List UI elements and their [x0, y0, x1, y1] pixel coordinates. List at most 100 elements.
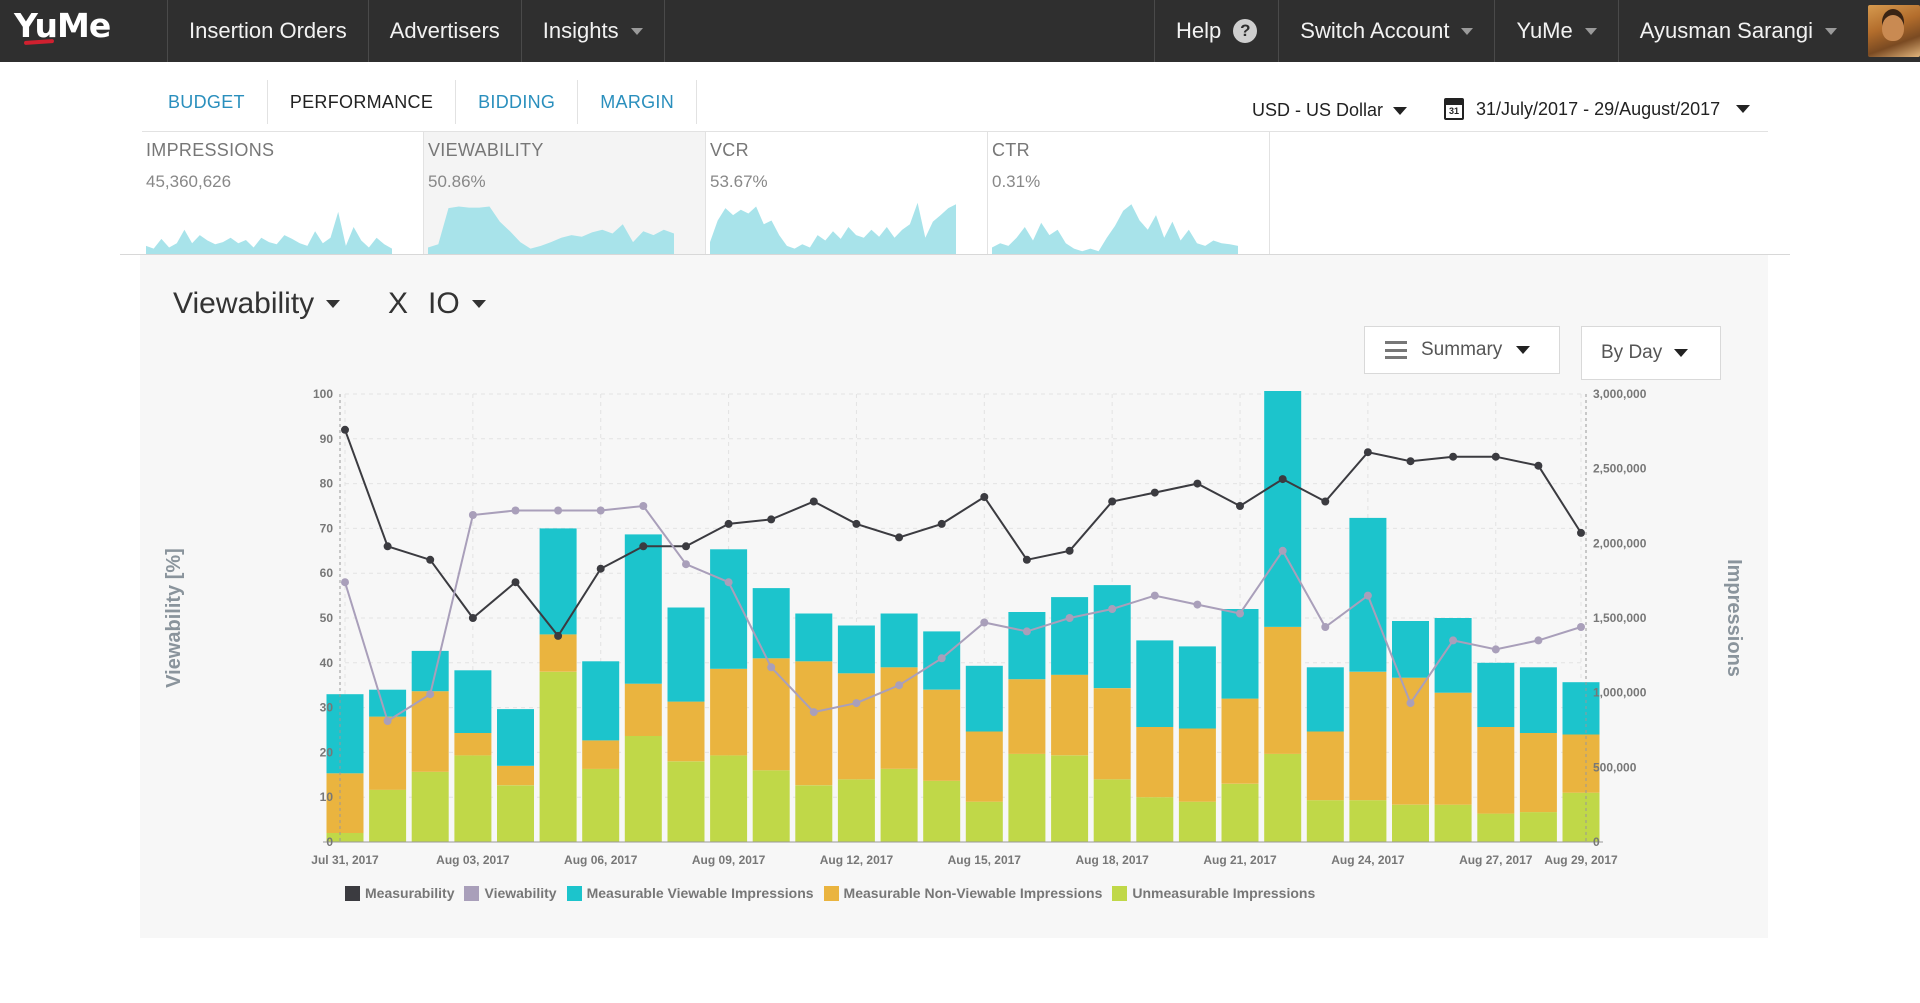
- data-point[interactable]: [1193, 479, 1202, 488]
- data-point[interactable]: [639, 542, 648, 551]
- bar-segment[interactable]: [1477, 662, 1515, 727]
- bar-segment[interactable]: [1434, 618, 1472, 693]
- data-point[interactable]: [1150, 591, 1159, 600]
- data-point[interactable]: [1449, 636, 1458, 645]
- data-point[interactable]: [1321, 497, 1330, 506]
- data-point[interactable]: [767, 663, 776, 672]
- bar-segment[interactable]: [326, 694, 364, 774]
- bar-segment[interactable]: [1477, 813, 1515, 842]
- bar-segment[interactable]: [1306, 667, 1344, 732]
- bar-segment[interactable]: [923, 689, 961, 781]
- data-point[interactable]: [1236, 609, 1244, 618]
- bar-segment[interactable]: [539, 634, 577, 672]
- dimension-select[interactable]: IO: [428, 287, 486, 321]
- data-point[interactable]: [767, 515, 776, 524]
- bar-segment[interactable]: [411, 691, 449, 772]
- legend-item[interactable]: Measurable Non-Viewable Impressions: [823, 885, 1102, 901]
- data-point[interactable]: [1065, 614, 1074, 622]
- data-point[interactable]: [383, 717, 392, 725]
- bar-segment[interactable]: [752, 770, 790, 842]
- bar-segment[interactable]: [454, 733, 492, 756]
- bar-segment[interactable]: [1392, 804, 1429, 842]
- date-range-picker[interactable]: 31 31/July/2017 - 29/August/2017: [1444, 98, 1751, 120]
- data-point[interactable]: [724, 519, 733, 528]
- bar-segment[interactable]: [667, 607, 705, 702]
- data-point[interactable]: [1491, 645, 1500, 654]
- currency-select[interactable]: USD - US Dollar: [1252, 100, 1408, 121]
- bar-segment[interactable]: [539, 671, 577, 842]
- bar-segment[interactable]: [1051, 674, 1089, 756]
- bar-segment[interactable]: [752, 658, 790, 771]
- data-point[interactable]: [426, 690, 435, 699]
- bar-segment[interactable]: [880, 768, 918, 842]
- data-point[interactable]: [980, 493, 989, 501]
- bar-segment[interactable]: [965, 801, 1003, 842]
- bar-segment[interactable]: [1264, 627, 1302, 754]
- account-dropdown[interactable]: YuMe: [1495, 0, 1619, 62]
- data-point[interactable]: [596, 564, 605, 573]
- granularity-dropdown[interactable]: By Day: [1581, 326, 1721, 380]
- bar-segment[interactable]: [1093, 688, 1131, 780]
- bar-segment[interactable]: [369, 789, 407, 842]
- bar-segment[interactable]: [837, 779, 875, 842]
- data-point[interactable]: [426, 555, 435, 564]
- bar-segment[interactable]: [1392, 621, 1429, 678]
- bar-segment[interactable]: [1221, 698, 1259, 784]
- bar-segment[interactable]: [1562, 734, 1600, 793]
- bar-segment[interactable]: [1221, 783, 1259, 842]
- bar-segment[interactable]: [411, 650, 449, 692]
- data-point[interactable]: [1363, 591, 1372, 600]
- data-point[interactable]: [468, 511, 477, 519]
- bar-segment[interactable]: [1306, 731, 1344, 801]
- help-link[interactable]: Help ?: [1155, 0, 1280, 62]
- bar-segment[interactable]: [624, 534, 662, 684]
- bar-segment[interactable]: [1136, 727, 1174, 798]
- data-point[interactable]: [511, 506, 520, 515]
- data-point[interactable]: [682, 560, 690, 569]
- bar-segment[interactable]: [411, 771, 449, 842]
- tab-budget[interactable]: BUDGET: [142, 80, 268, 124]
- kpi-vcr[interactable]: VCR 53.67%: [706, 132, 988, 254]
- bar-segment[interactable]: [1008, 612, 1046, 680]
- data-point[interactable]: [1065, 546, 1074, 555]
- bar-segment[interactable]: [369, 716, 407, 790]
- bar-segment[interactable]: [1392, 677, 1429, 805]
- data-point[interactable]: [1577, 528, 1585, 537]
- bar-segment[interactable]: [1008, 753, 1046, 842]
- bar-segment[interactable]: [326, 833, 364, 842]
- bar-segment[interactable]: [1519, 733, 1557, 813]
- data-point[interactable]: [1236, 502, 1244, 510]
- bar-segment[interactable]: [1051, 755, 1089, 842]
- bar-segment[interactable]: [1519, 667, 1557, 733]
- kpi-viewability[interactable]: VIEWABILITY 50.86%: [424, 132, 706, 254]
- bar-segment[interactable]: [1051, 597, 1089, 675]
- yume-logo[interactable]: YuMe: [0, 0, 168, 62]
- bar-segment[interactable]: [1349, 671, 1387, 801]
- bar-segment[interactable]: [1221, 609, 1259, 699]
- bar-segment[interactable]: [1178, 801, 1216, 842]
- data-point[interactable]: [895, 681, 904, 690]
- data-point[interactable]: [980, 618, 989, 627]
- bar-segment[interactable]: [1093, 779, 1131, 842]
- bar-segment[interactable]: [1306, 800, 1344, 842]
- switch-account-dropdown[interactable]: Switch Account: [1279, 0, 1496, 62]
- data-point[interactable]: [1406, 699, 1415, 708]
- bar-segment[interactable]: [795, 613, 833, 662]
- nav-insights-dropdown[interactable]: Insights: [522, 0, 665, 62]
- bar-segment[interactable]: [1093, 585, 1131, 689]
- bar-segment[interactable]: [582, 740, 620, 769]
- bar-segment[interactable]: [795, 785, 833, 842]
- kpi-impressions[interactable]: IMPRESSIONS 45,360,626: [142, 132, 424, 254]
- legend-item[interactable]: Unmeasurable Impressions: [1112, 885, 1315, 901]
- bar-segment[interactable]: [710, 755, 748, 842]
- bar-segment[interactable]: [1264, 753, 1302, 842]
- bar-segment[interactable]: [1434, 804, 1472, 842]
- data-point[interactable]: [852, 699, 861, 708]
- data-point[interactable]: [639, 502, 648, 510]
- data-point[interactable]: [554, 631, 563, 640]
- data-point[interactable]: [1022, 627, 1031, 636]
- kpi-ctr[interactable]: CTR 0.31%: [988, 132, 1270, 254]
- data-point[interactable]: [1363, 448, 1372, 457]
- data-point[interactable]: [1022, 555, 1031, 564]
- summary-dropdown[interactable]: Summary: [1364, 326, 1560, 374]
